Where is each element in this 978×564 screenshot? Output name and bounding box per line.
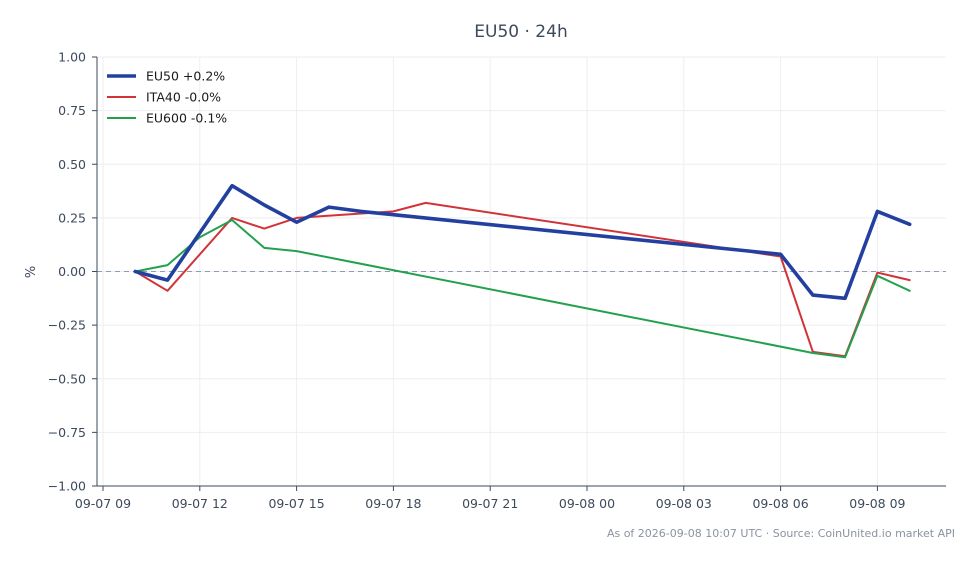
legend: EU50 +0.2% ITA40 -0.0% EU600 -0.1% (107, 69, 227, 126)
y-tick-label: −0.50 (48, 371, 86, 386)
x-tick-label: 09-08 09 (849, 496, 905, 511)
x-tick-label: 09-08 00 (559, 496, 615, 511)
y-tick-label: −0.25 (48, 318, 86, 333)
y-tick-label: 0.25 (58, 210, 86, 225)
y-tick-label: 0.75 (58, 103, 86, 118)
x-tick-label: 09-07 09 (75, 496, 131, 511)
y-tick-label: 1.00 (58, 50, 86, 65)
y-axis-label: % (24, 266, 39, 278)
series-line-2 (134, 219, 911, 359)
x-tick-label: 09-08 03 (656, 496, 712, 511)
series-line-0 (133, 183, 912, 301)
legend-label-1: ITA40 -0.0% (146, 90, 221, 105)
y-tick-label: −0.75 (48, 425, 86, 440)
chart-title: EU50 · 24h (474, 22, 567, 42)
x-tick-label: 09-07 15 (268, 496, 324, 511)
x-tick-label: 09-07 18 (365, 496, 421, 511)
x-tick-label: 09-07 12 (172, 496, 228, 511)
series-lines (133, 183, 912, 359)
legend-label-2: EU600 -0.1% (146, 111, 227, 126)
y-tick-label: 0.50 (58, 157, 86, 172)
y-tick-label: −1.00 (48, 479, 86, 494)
x-tick-label: 09-08 06 (752, 496, 808, 511)
y-tick-label: 0.00 (58, 264, 86, 279)
axes: 1.00 0.75 0.50 0.25 0.00 −0.25 −0.50 −0.75 −1.00… (48, 50, 946, 511)
series-line-1 (134, 201, 911, 358)
x-tick-label: 09-07 21 (462, 496, 518, 511)
source-footer: As of 2026-09-08 10:07 UTC · Source: Coi… (607, 527, 955, 540)
legend-label-0: EU50 +0.2% (146, 69, 225, 84)
